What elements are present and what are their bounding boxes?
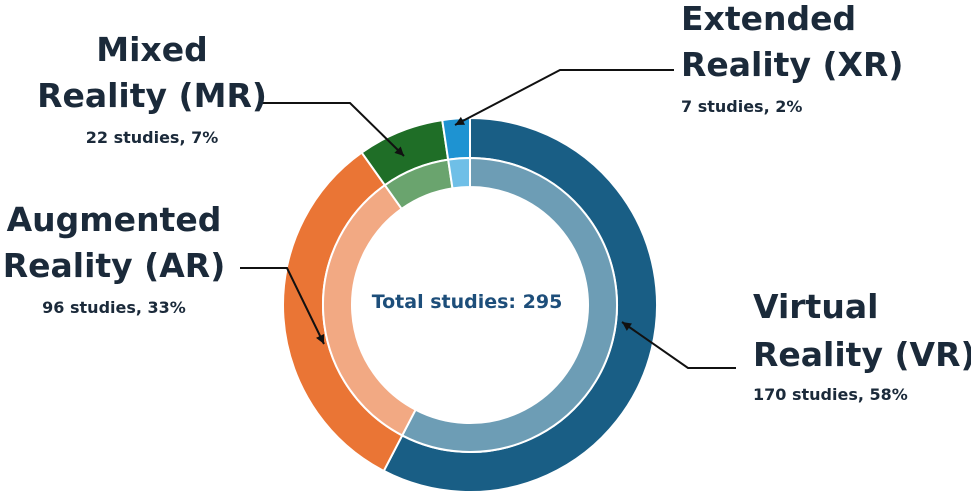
leader-line-ar xyxy=(240,267,325,345)
leader-line-vr xyxy=(621,321,736,369)
slice-inner-vr xyxy=(400,156,618,453)
label-detail-mr: 22 studies, 7% xyxy=(86,128,219,147)
label-title-ar-1: Augmented xyxy=(7,200,222,239)
leader-lines xyxy=(240,69,736,369)
slice-inner-xr xyxy=(447,156,471,190)
leader-arrow-mr xyxy=(394,146,404,156)
label-title-mr-2: Reality (MR) xyxy=(37,76,267,115)
label-title-vr-1: Virtual xyxy=(753,287,878,326)
label-detail-vr: 170 studies, 58% xyxy=(753,385,908,404)
leader-arrow-xr xyxy=(455,116,466,125)
leader-arrow-vr xyxy=(622,322,632,331)
label-detail-ar: 96 studies, 33% xyxy=(42,298,186,317)
leader-line-mr xyxy=(258,102,405,157)
label-title-mr-1: Mixed xyxy=(96,30,207,69)
leader-arrow-ar xyxy=(316,333,325,344)
donut-inner-ring xyxy=(322,156,618,453)
leader-line-xr xyxy=(454,69,674,126)
label-title-xr-2: Reality (XR) xyxy=(681,45,903,84)
label-title-xr-1: Extended xyxy=(681,0,856,38)
label-title-vr-2: Reality (VR) xyxy=(753,335,971,374)
label-detail-xr: 7 studies, 2% xyxy=(681,97,802,116)
label-title-ar-2: Reality (AR) xyxy=(3,246,226,285)
center-total-label: Total studies: 295 xyxy=(372,291,563,313)
slice-labels: Virtual Reality (VR) 170 studies, 58% Augme… xyxy=(3,0,971,404)
